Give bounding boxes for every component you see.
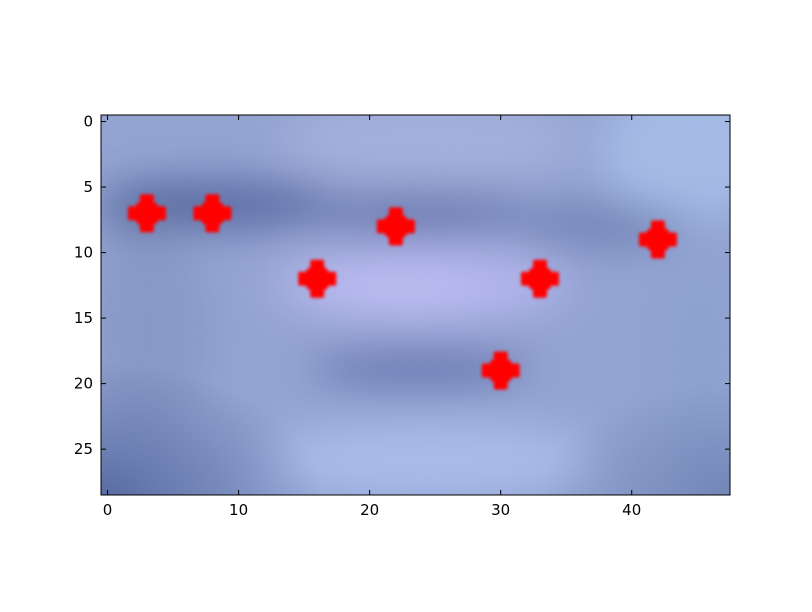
data-point-marker: [298, 259, 337, 298]
data-point-marker: [638, 220, 677, 259]
y-tick-label: 5: [83, 178, 93, 196]
y-axis: 0 5 10 15 20 25: [74, 113, 730, 458]
marker-layer: [127, 194, 677, 390]
y-tick-label: 15: [74, 309, 93, 327]
x-tick-label: 30: [491, 501, 510, 519]
data-point-marker: [376, 207, 415, 246]
background-image: [101, 115, 730, 495]
x-axis: 0 10 20 30 40: [103, 115, 641, 519]
y-tick-label: 20: [74, 375, 93, 393]
axes-frame: [100, 114, 731, 496]
x-tick-label: 0: [103, 501, 113, 519]
y-tick-label: 10: [74, 244, 93, 262]
data-point-marker: [520, 259, 559, 298]
y-tick-label: 0: [83, 113, 93, 131]
data-point-marker: [481, 351, 520, 390]
x-tick-label: 40: [622, 501, 641, 519]
y-tick-label: 25: [74, 440, 93, 458]
data-point-marker: [193, 194, 232, 233]
data-point-marker: [127, 194, 166, 233]
x-tick-label: 20: [360, 501, 379, 519]
x-tick-label: 10: [229, 501, 248, 519]
